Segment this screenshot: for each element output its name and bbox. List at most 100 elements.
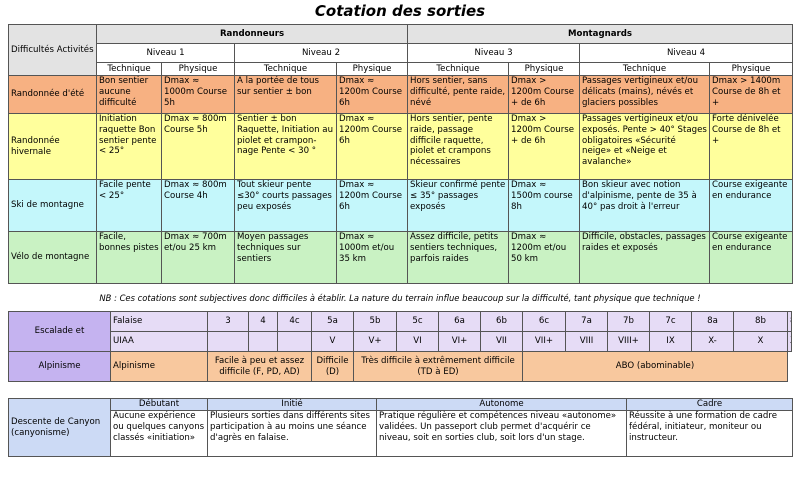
grade-cell [248,331,278,352]
level-header: Niveau 1 [96,43,235,63]
grade-cell: 4 [248,311,278,332]
table-cell: Facile pente < 25° [96,179,162,232]
canyon-cell: Pratique régulière et compétences niveau… [376,410,627,457]
grade-cell: 8c [787,311,792,332]
grade-cell: VIII [565,331,608,352]
alpinisme-cell: ABO (abominable) [522,351,788,382]
climbing-table: Escalade et Falaise 3 4 4c 5a 5b 5c 6a 6… [8,311,792,382]
falaise-label: Falaise [110,311,208,332]
table-cell: Dmax ≈ 1000m et/ou 35 km [335,231,409,284]
grade-cell: 4c [277,311,312,332]
column-header: Technique [234,62,337,76]
level-header: Niveau 4 [579,43,794,63]
corner-header: Difficultés Activités [8,24,97,76]
column-header: Technique [407,62,510,76]
canyon-cell: Réussite à une formation de cadre fédéra… [626,410,793,457]
column-header: Physique [161,62,235,76]
table-cell: Bon skieur avec notion d'alpinisme, pent… [579,179,711,232]
grade-cell: VII [480,331,523,352]
grade-cell: X+ [787,331,792,352]
table-cell: Dmax ≈ 700m et/ou 25 km [161,231,235,284]
grade-cell [277,331,312,352]
canyon-label: Descente de Canyon (canyonisme) [8,398,111,457]
group-header: Montagnards [407,24,794,44]
level-header: Niveau 2 [233,43,409,63]
column-header: Physique [508,62,581,76]
grade-cell: VII+ [522,331,566,352]
canyon-header: Initié [207,398,377,411]
alpinisme-cell: Très difficile à extrêmement difficile (… [353,351,523,382]
escalade-label: Escalade et [8,311,111,352]
grade-cell: X [733,331,788,352]
table-cell: Bon sentier aucune difficulté [96,75,162,114]
table-cell: Moyen passages techniques sur sentiers [234,231,337,284]
alpinisme-cell: Alpinisme [110,351,208,382]
footnote: NB : Ces cotations sont subjectives donc… [99,293,701,303]
grade-cell: IX [649,331,692,352]
grade-cell: 6b [480,311,523,332]
grade-cell: 8b [733,311,788,332]
table-cell: Hors sentier, sans difficulté, pente rai… [407,75,510,114]
table-cell: Dmax > 1200m Course + de 6h [508,75,581,114]
table-cell: Dmax ≈ 800m Course 5h [161,113,235,180]
table-cell: Dmax ≈ 1200m et/ou 50 km [508,231,581,284]
alpinisme-cell: Facile à peu et assez difficile (F, PD, … [207,351,312,382]
grade-cell: 7a [565,311,608,332]
page-title: Cotation des sorties [314,2,486,20]
grade-cell: VIII+ [607,331,650,352]
group-header: Randonneurs [95,24,409,44]
table-cell: Dmax > 1200m Course + de 6h [508,113,581,180]
table-cell: Passages vertigineux et/ou délicats (mai… [579,75,711,114]
activity-label: Vélo de montagne [8,231,97,284]
grade-cell: 7b [607,311,650,332]
activity-label: Randonnée d'été [8,75,97,114]
grade-cell: 6a [438,311,481,332]
table-cell: Dmax ≈ 800m Course 4h [161,179,235,232]
column-header: Technique [96,62,162,76]
column-header: Physique [709,62,794,76]
canyon-cell: Plusieurs sorties dans différents sites … [207,410,377,457]
grade-cell: 6c [522,311,566,332]
alpinisme-cell: Difficile (D) [311,351,354,382]
canyon-header: Cadre [626,398,793,411]
column-header: Physique [335,62,409,76]
grade-cell [207,331,249,352]
difficulty-table: Difficultés Activités Randonneurs Montag… [8,24,794,284]
table-cell: Dmax > 1400m Course de 8h et + [709,75,794,114]
table-cell: Assez difficile, petits sentiers techniq… [407,231,510,284]
grade-cell: 3 [207,311,249,332]
grade-cell: 7c [649,311,692,332]
table-cell: Course exigeante en endurance [709,231,794,284]
activity-label: Ski de montagne [8,179,97,232]
table-cell: Initiation raquette Bon sentier pente < … [96,113,162,180]
table-cell: Difficile, obstacles, passages raides et… [579,231,711,284]
table-cell: Sentier ± bon Raquette, Initiation au pi… [234,113,337,180]
table-cell: Dmax ≈ 1500m course 8h [508,179,581,232]
table-cell: Skieur confirmé pente ≤ 35° passages exp… [407,179,510,232]
column-header: Technique [579,62,711,76]
canyon-header: Débutant [110,398,208,411]
grade-cell: 5a [311,311,354,332]
table-cell: Dmax ≈ 1200m Course 6h [335,113,409,180]
table-cell: Dmax ≈ 1000m Course 5h [161,75,235,114]
table-cell: Dmax ≈ 1200m Course 6h [335,179,409,232]
table-cell: Hors sentier, pente raide, passage diffi… [407,113,510,180]
table-cell: Tout skieur pente ≤30° courts passages p… [234,179,337,232]
table-cell: Forte dénivelée Course de 8h et + [709,113,794,180]
alpinisme-label: Alpinisme [8,351,111,382]
uiaa-label: UIAA [110,331,208,352]
table-cell: Facile, bonnes pistes [96,231,162,284]
level-header: Niveau 3 [407,43,581,63]
canyon-cell: Aucune expérience ou quelques canyons cl… [110,410,208,457]
grade-cell: X- [691,331,734,352]
activity-label: Randonnée hivernale [8,113,97,180]
grade-cell: 5b [353,311,397,332]
grade-cell: 5c [396,311,439,332]
grade-cell: VI+ [438,331,481,352]
table-cell: À la portée de tous sur sentier ± bon [234,75,337,114]
table-cell: Course exigeante en endurance [709,179,794,232]
grade-cell: VI [396,331,439,352]
grade-cell: V [311,331,354,352]
table-cell: Dmax ≈ 1200m Course 6h [335,75,409,114]
grade-cell: 8a [691,311,734,332]
